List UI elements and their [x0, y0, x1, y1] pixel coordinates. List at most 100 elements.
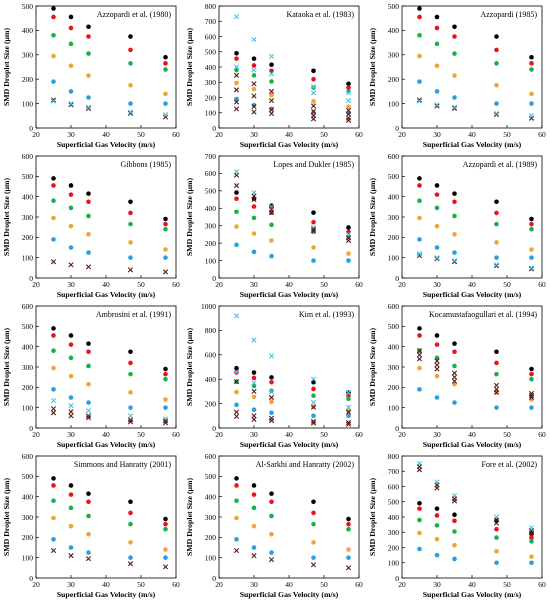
- data-point-cross: [162, 416, 169, 422]
- data-point: [529, 61, 534, 66]
- x-axis-label: Superficial Gas Velocity (m/s): [240, 140, 339, 149]
- scatter-panel: 0 200 400 600 800 1000 20 30 40 50 60 Superficial G…: [183, 300, 366, 450]
- cross-stroke: [310, 116, 317, 122]
- x-tick-label: 40: [468, 130, 476, 139]
- data-point: [434, 552, 440, 558]
- data-point: [529, 67, 534, 72]
- data-point: [269, 238, 274, 243]
- data-point: [346, 258, 351, 263]
- cross-stroke: [493, 520, 500, 526]
- data-point-cross: [251, 93, 257, 99]
- data-point: [128, 390, 133, 395]
- x-tick-label: 50: [320, 130, 328, 139]
- data-point: [51, 198, 56, 204]
- x-tick-label: 30: [250, 130, 258, 139]
- data-point-cross: [50, 406, 57, 412]
- x-tick-label: 20: [398, 130, 406, 139]
- cross-stroke: [310, 90, 317, 96]
- data-point-cross: [251, 337, 257, 343]
- y-tick-label: 0: [29, 574, 33, 583]
- data-point-cross: [85, 413, 92, 419]
- cross-stroke: [416, 352, 423, 358]
- data-point-cross: [50, 97, 57, 103]
- y-tick-label: 0: [29, 124, 33, 133]
- data-point: [434, 513, 440, 518]
- cross-stroke: [310, 226, 317, 232]
- x-axis-label: Superficial Gas Velocity (m/s): [57, 590, 156, 599]
- data-point: [51, 32, 56, 38]
- data-point: [163, 247, 168, 252]
- y-tick-label: 600: [205, 452, 217, 461]
- scatter-plot: 0 100 200 300 400 500 20 30 40 50 60 Superficial Ga…: [2, 2, 180, 149]
- data-point-cross: [251, 36, 257, 43]
- data-point: [494, 61, 499, 66]
- data-point-cross: [162, 420, 169, 426]
- cross-stroke: [127, 417, 134, 423]
- data-point: [269, 79, 274, 84]
- cross-stroke: [310, 376, 317, 382]
- data-point: [163, 91, 168, 97]
- data-point: [434, 333, 440, 338]
- data-point: [68, 355, 74, 361]
- data-point: [452, 34, 457, 39]
- data-point: [434, 89, 440, 94]
- data-point: [452, 512, 457, 518]
- plot-frame: [401, 155, 543, 279]
- x-tick-label: 30: [67, 580, 75, 589]
- cross-stroke: [233, 87, 240, 93]
- x-tick-label: 50: [503, 430, 511, 439]
- x-axis-label: Superficial Gas Velocity (m/s): [240, 440, 339, 449]
- data-point: [251, 63, 257, 68]
- scatter-plot: 0 100 200 300 400 500 600 700 20 30 40 50 60 Superfic…: [185, 152, 363, 299]
- data-point: [51, 176, 56, 181]
- x-tick-label: 30: [67, 280, 75, 289]
- chart-title: Gibbons (1985): [121, 160, 172, 169]
- data-point: [529, 101, 534, 106]
- data-point: [494, 83, 499, 88]
- data-point-cross: [345, 390, 352, 396]
- cross-stroke: [251, 388, 257, 394]
- data-point-cross: [434, 358, 440, 364]
- y-tick-label: 400: [388, 192, 400, 201]
- data-point: [163, 255, 168, 260]
- data-point: [68, 205, 74, 211]
- data-point: [452, 363, 457, 369]
- cross-stroke: [310, 420, 317, 426]
- scatter-panel: 0 100 200 300 400 500 600 20 30 40 50 60 Superficial…: [0, 300, 183, 450]
- x-tick-label: 40: [102, 430, 110, 439]
- y-tick-label: 500: [388, 498, 400, 507]
- data-point: [311, 245, 316, 250]
- data-point: [434, 342, 440, 347]
- cross-stroke: [68, 101, 74, 107]
- data-point: [434, 223, 440, 229]
- data-point-cross: [451, 259, 458, 265]
- x-axis-label: Superficial Gas Velocity (m/s): [240, 290, 339, 299]
- data-point: [234, 498, 239, 504]
- y-tick-label: 0: [395, 274, 399, 283]
- data-point: [346, 85, 351, 90]
- data-point: [434, 395, 440, 400]
- cross-stroke: [345, 111, 352, 117]
- y-tick-label: 500: [388, 172, 400, 181]
- cross-stroke: [416, 97, 423, 103]
- x-tick-label: 60: [355, 130, 363, 139]
- cross-stroke: [310, 103, 317, 109]
- x-tick-label: 60: [538, 580, 546, 589]
- data-point: [234, 515, 239, 521]
- scatter-panel: 0 100 200 300 400 500 600 700 800 20 30 40 50 60 Super…: [183, 0, 366, 150]
- data-point: [346, 104, 351, 109]
- data-point-cross: [127, 417, 134, 423]
- data-point: [234, 365, 239, 371]
- cross-stroke: [345, 409, 352, 415]
- data-point: [494, 221, 499, 227]
- data-point-cross: [451, 374, 458, 380]
- cross-stroke: [345, 404, 352, 410]
- data-point: [269, 203, 274, 208]
- data-point: [529, 226, 534, 232]
- data-point-cross: [268, 353, 275, 359]
- data-point: [86, 531, 91, 537]
- y-tick-label: 0: [212, 574, 216, 583]
- cross-stroke: [528, 266, 535, 272]
- data-point: [529, 376, 534, 382]
- data-point-cross: [68, 403, 74, 409]
